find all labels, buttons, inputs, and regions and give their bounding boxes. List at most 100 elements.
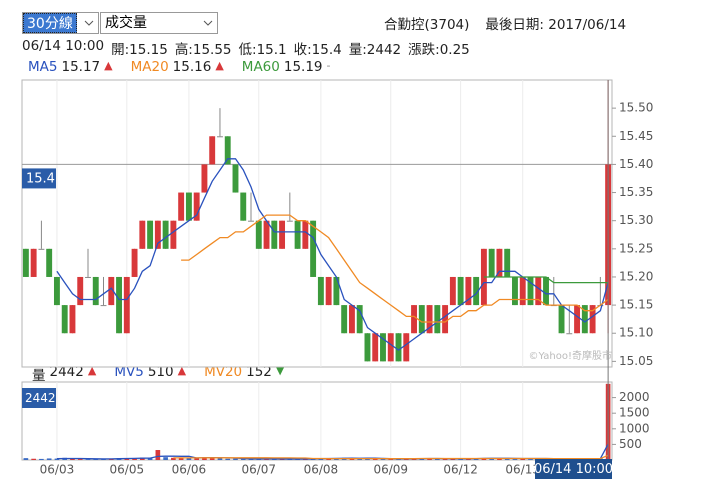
volume-bar — [497, 458, 502, 460]
candle-body — [380, 333, 386, 362]
x-tick-label: 06/13 — [505, 463, 540, 477]
volume-bar — [85, 459, 91, 460]
y-tick-label: 15.10 — [619, 326, 653, 340]
last-price-label: 15.4 — [26, 171, 55, 186]
legend-trend: ▲ — [87, 364, 97, 377]
volume-bar — [54, 458, 60, 460]
candle-body — [30, 248, 37, 277]
candle-body — [519, 276, 526, 306]
legend-trend: ▼ — [275, 364, 285, 377]
legend-name: MA5 — [28, 59, 58, 75]
ma-line — [483, 276, 609, 284]
x-tick-label: 06/07 — [241, 463, 276, 477]
y-tick-label: 1500 — [619, 406, 650, 420]
last-volume-label: 2442 — [25, 391, 56, 405]
candle-body — [162, 220, 169, 249]
candle-body — [38, 248, 45, 250]
quote-item: 量:2442 — [348, 42, 402, 58]
volume-legend: 量 2442 ▲ MV5 510 ▲ MV20 152 ▼ — [32, 364, 284, 384]
legend-name: MV20 — [204, 364, 243, 380]
candle-body — [364, 333, 371, 362]
volume-bar — [31, 458, 36, 460]
x-tick-label: 06/03 — [40, 463, 75, 477]
legend-value: 15.19 — [283, 59, 323, 75]
legend-name: MA20 — [130, 59, 169, 75]
volume-bar — [450, 458, 456, 460]
candle-body — [403, 333, 410, 362]
candle-body — [201, 164, 208, 193]
candle-body — [178, 192, 185, 221]
candle-body — [294, 220, 301, 249]
volume-bar — [77, 459, 83, 460]
volume-bar — [171, 457, 176, 460]
candle-body — [411, 305, 417, 334]
y-tick-label: 15.05 — [619, 354, 653, 368]
volume-bar — [233, 458, 238, 460]
candle-body — [574, 305, 581, 334]
candle-body — [185, 192, 192, 221]
candle-body — [465, 276, 472, 306]
volume-bar — [194, 457, 199, 460]
cursor-label-box — [535, 459, 612, 479]
candle-body — [209, 136, 216, 165]
candle-body — [302, 220, 309, 249]
legend-value: 2442 — [49, 364, 84, 380]
volume-bar — [46, 458, 52, 460]
candle-body — [61, 305, 68, 334]
ma-line — [181, 214, 609, 323]
volume-bar — [380, 458, 386, 460]
candle-body — [217, 136, 223, 138]
candle-body — [488, 248, 495, 277]
indicator-select[interactable]: 成交量 — [100, 12, 218, 34]
volume-bar — [240, 458, 246, 460]
y-tick-label: 15.45 — [619, 129, 653, 143]
y-tick-label: 15.30 — [619, 213, 653, 227]
volume-bar — [435, 458, 440, 460]
cursor-label: 06/14 10:00 — [534, 462, 613, 477]
x-tick-label: 06/08 — [304, 463, 339, 477]
candle-body — [69, 305, 76, 334]
volume-bar — [504, 458, 510, 460]
candle-body — [418, 305, 425, 334]
candle-body — [512, 276, 518, 306]
y-tick-label: 15.50 — [619, 101, 653, 115]
candle-body — [224, 136, 231, 165]
y-tick-label: 500 — [619, 437, 642, 451]
interval-select[interactable]: 30分線 — [22, 12, 99, 34]
candle-body — [387, 333, 394, 362]
volume-bar — [147, 458, 153, 460]
volume-bar — [163, 457, 168, 460]
volume-bar — [442, 458, 448, 460]
volume-bar — [217, 458, 223, 460]
volume-bar — [39, 458, 44, 460]
ma-line — [56, 158, 609, 351]
candle-body — [116, 276, 122, 334]
candle-body — [325, 276, 332, 306]
volume-bar — [178, 458, 184, 460]
candle-body — [341, 305, 348, 334]
candle-body — [527, 276, 534, 306]
candle-body — [53, 276, 60, 306]
interval-value: 30分線 — [23, 13, 77, 33]
legend-trend: - — [326, 59, 331, 72]
y-tick-label: 15.20 — [619, 269, 653, 283]
volume-bar — [512, 458, 518, 460]
legend-name: MA60 — [241, 59, 280, 75]
candle-body — [271, 220, 278, 249]
candle-body — [543, 276, 549, 306]
candle-body — [232, 164, 239, 193]
mv-line — [173, 454, 609, 460]
watermark: ©Yahoo!奇摩股市 — [529, 349, 612, 362]
volume-bar — [155, 450, 161, 460]
volume-bar — [93, 458, 99, 460]
candle-body — [108, 276, 115, 306]
y-tick-label: 1000 — [619, 421, 650, 435]
volume-bar — [334, 458, 339, 460]
volume-bar — [225, 458, 231, 460]
candle-body — [496, 248, 503, 277]
legend-name: MV5 — [114, 364, 144, 380]
volume-bar — [520, 458, 526, 460]
quote-item: 低:15.1 — [238, 42, 287, 58]
